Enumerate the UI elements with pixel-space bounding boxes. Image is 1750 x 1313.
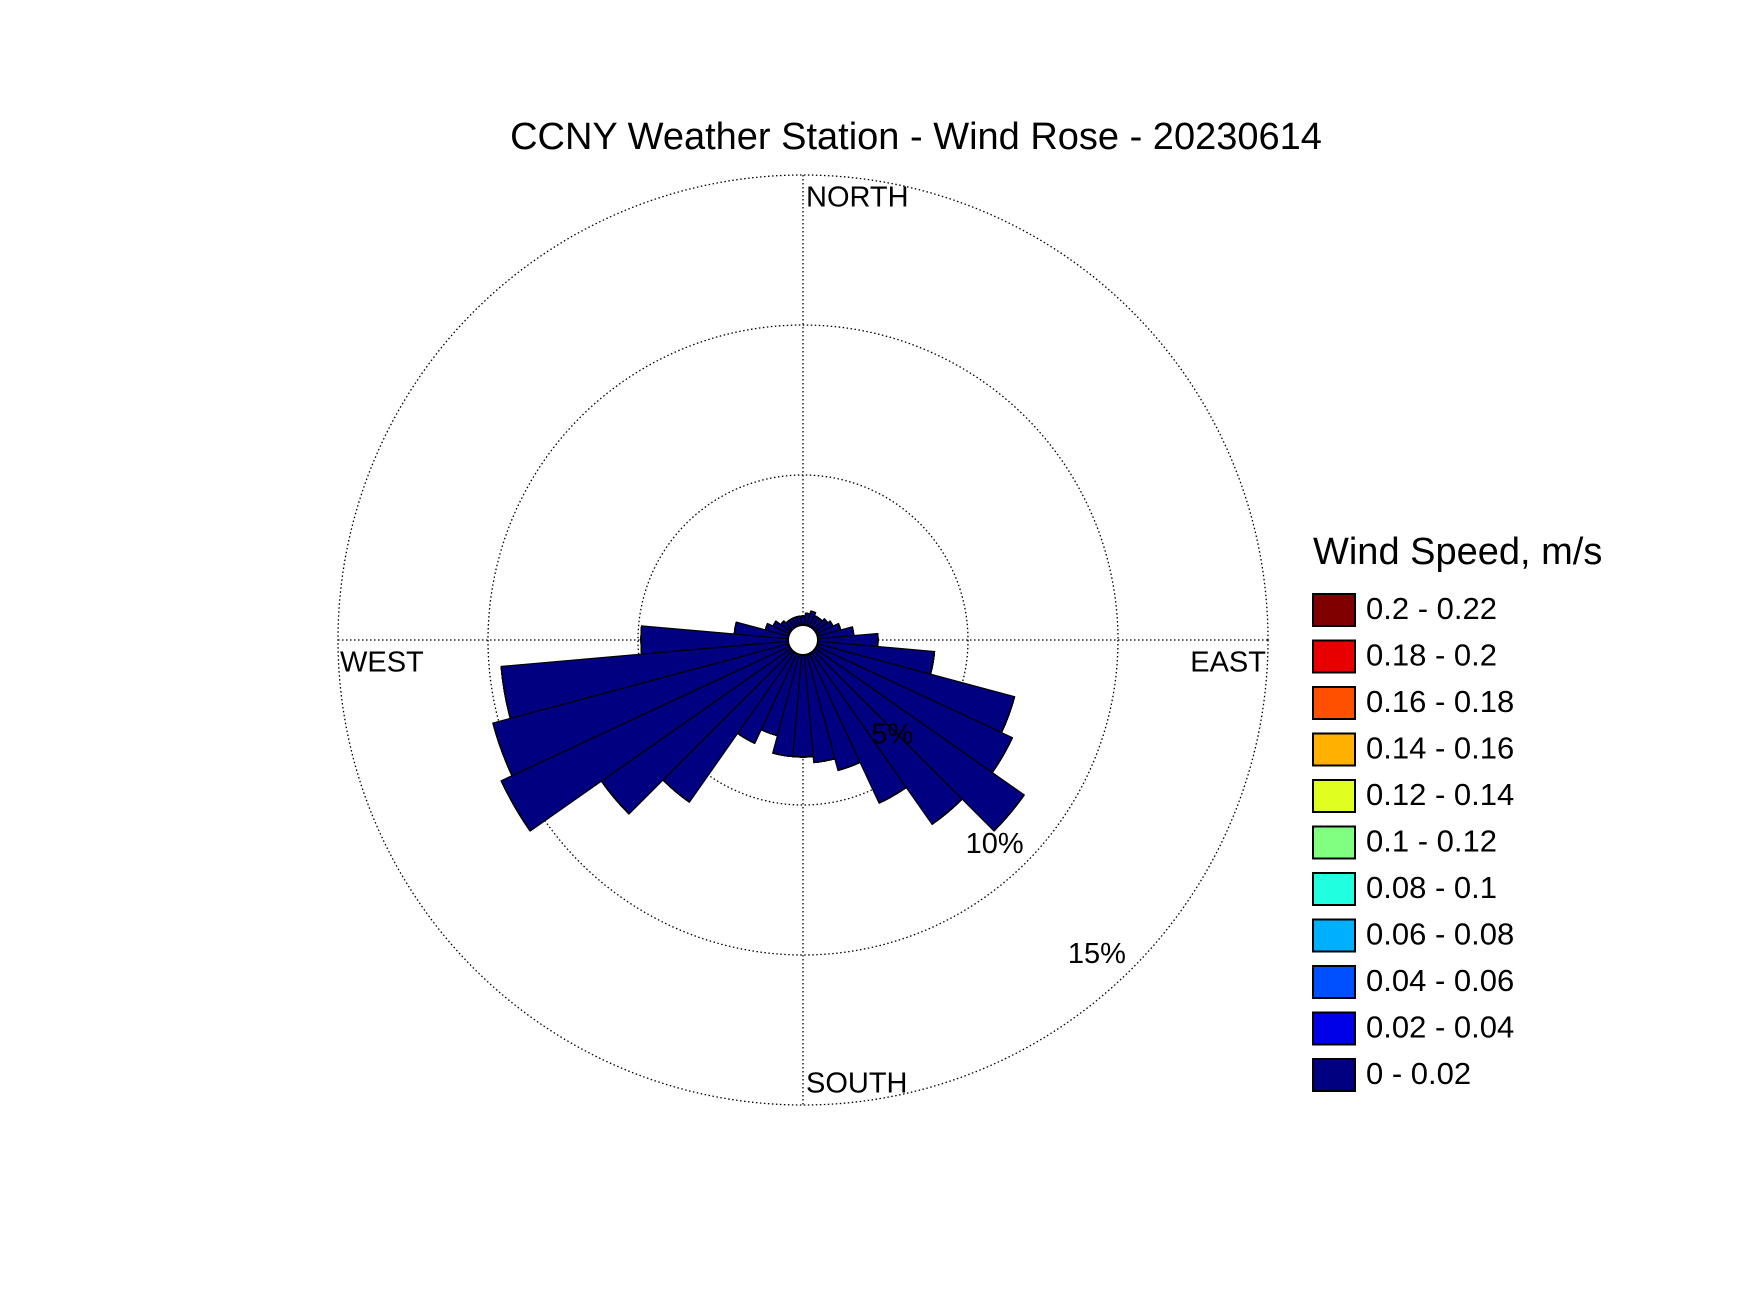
legend-swatch bbox=[1312, 732, 1356, 767]
wind-bar bbox=[764, 623, 769, 631]
wind-bar bbox=[805, 612, 811, 615]
chart-title: CCNY Weather Station - Wind Rose - 20230… bbox=[510, 116, 1322, 158]
wind-bar bbox=[760, 729, 778, 737]
legend-swatch bbox=[1312, 593, 1356, 627]
legend-label: 0.1 - 0.12 bbox=[1366, 824, 1497, 859]
legend-swatch bbox=[1312, 1058, 1356, 1092]
direction-label: EAST bbox=[1190, 647, 1266, 679]
wind-bar bbox=[780, 620, 785, 625]
wind-bar bbox=[837, 761, 861, 771]
direction-label: WEST bbox=[340, 647, 424, 679]
legend-label: 0.18 - 0.2 bbox=[1366, 638, 1497, 673]
wind-bar bbox=[993, 794, 1025, 832]
legend-title: Wind Speed, m/s bbox=[1313, 531, 1602, 573]
legend-label: 0.16 - 0.18 bbox=[1366, 684, 1514, 719]
wind-bar bbox=[818, 617, 823, 622]
direction-label: SOUTH bbox=[806, 1068, 908, 1100]
center-hole bbox=[787, 624, 819, 656]
legend-swatch bbox=[1312, 872, 1356, 906]
legend-swatch bbox=[1312, 825, 1356, 860]
wind-bar bbox=[492, 722, 513, 776]
legend-label: 0.04 - 0.06 bbox=[1366, 963, 1514, 998]
legend-label: 0.14 - 0.16 bbox=[1366, 731, 1514, 766]
legend-label: 0 - 0.02 bbox=[1366, 1056, 1471, 1091]
wind-bar bbox=[931, 798, 963, 825]
wind-bar bbox=[788, 617, 794, 621]
legend-label: 0.06 - 0.08 bbox=[1366, 917, 1514, 952]
wind-bar bbox=[929, 651, 936, 675]
legend-label: 0.2 - 0.22 bbox=[1366, 591, 1497, 626]
wind-bar bbox=[640, 625, 643, 655]
legend-label: 0.02 - 0.04 bbox=[1366, 1010, 1514, 1045]
legend-swatch bbox=[1312, 965, 1356, 999]
wind-bar bbox=[991, 737, 1013, 773]
r-tick-label: 5% bbox=[871, 718, 913, 750]
legend-swatch bbox=[1312, 918, 1356, 953]
legend-swatch bbox=[1312, 779, 1356, 813]
legend-swatch bbox=[1312, 639, 1356, 674]
wind-bar bbox=[851, 626, 855, 636]
wind-bar bbox=[796, 615, 801, 618]
wind-bar bbox=[792, 616, 797, 619]
wind-bar bbox=[772, 620, 777, 627]
legend-label: 0.12 - 0.14 bbox=[1366, 777, 1514, 812]
wind-bar bbox=[600, 780, 630, 815]
legend-swatch bbox=[1312, 1011, 1356, 1046]
legend-label: 0.08 - 0.1 bbox=[1366, 870, 1497, 905]
r-tick-label: 10% bbox=[966, 828, 1024, 860]
wind-bar bbox=[837, 623, 842, 631]
r-tick-label: 15% bbox=[1068, 938, 1126, 970]
legend-swatch bbox=[1312, 686, 1356, 720]
direction-label: NORTH bbox=[806, 182, 909, 214]
wind-bar bbox=[662, 779, 690, 803]
